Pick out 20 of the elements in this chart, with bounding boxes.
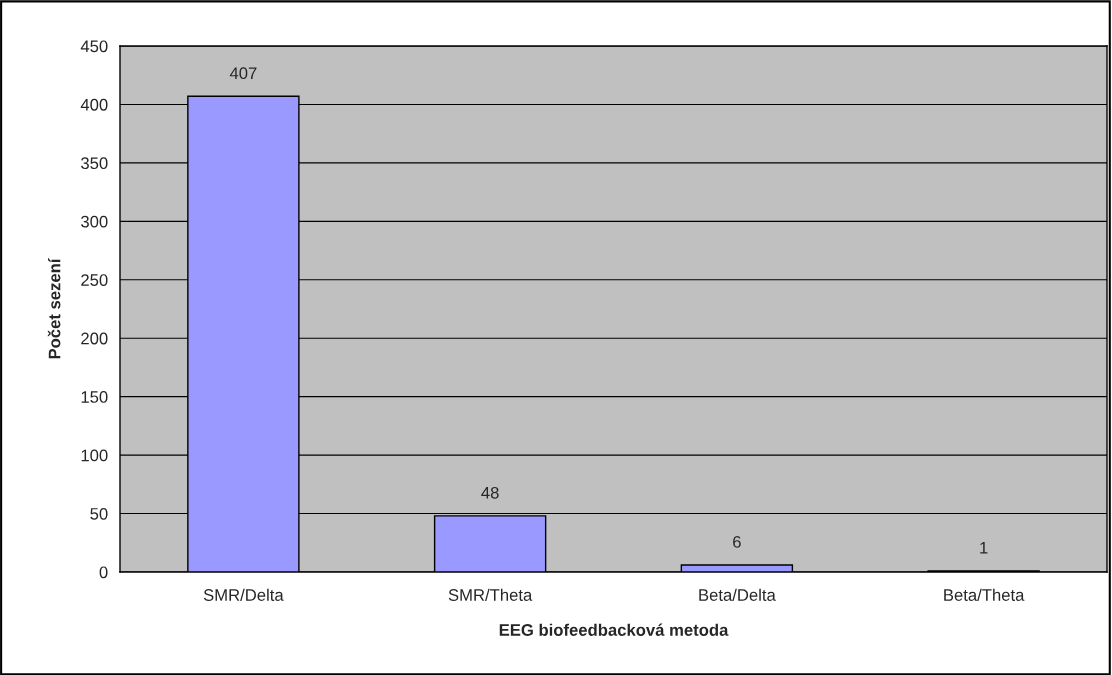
y-axis-title: Počet sezení bbox=[47, 258, 61, 359]
x-tick-label: SMR/Theta bbox=[448, 588, 533, 601]
data-label: 6 bbox=[733, 536, 741, 548]
data-label: 407 bbox=[229, 67, 257, 80]
y-tick-label: 300 bbox=[81, 215, 108, 228]
x-tick-label: SMR/Delta bbox=[203, 588, 284, 601]
x-tick-label: Beta/Theta bbox=[944, 588, 1025, 601]
y-tick-label: 0 bbox=[99, 566, 108, 579]
y-tick-label: 150 bbox=[81, 391, 108, 403]
y-tick-label: 400 bbox=[80, 98, 108, 111]
y-tick-label: 250 bbox=[81, 274, 108, 286]
y-tick-label: 100 bbox=[81, 449, 108, 462]
y-tick-label: 200 bbox=[81, 332, 108, 345]
y-tick-label: 450 bbox=[80, 40, 108, 53]
data-label: 48 bbox=[481, 486, 499, 499]
y-tick-label: 350 bbox=[81, 157, 108, 170]
x-axis-title: EEG biofeedbacková metoda bbox=[499, 623, 729, 636]
x-tick-label: Beta/Delta bbox=[699, 588, 776, 601]
y-tick-label: 50 bbox=[90, 507, 108, 520]
data-label: 1 bbox=[980, 542, 988, 554]
